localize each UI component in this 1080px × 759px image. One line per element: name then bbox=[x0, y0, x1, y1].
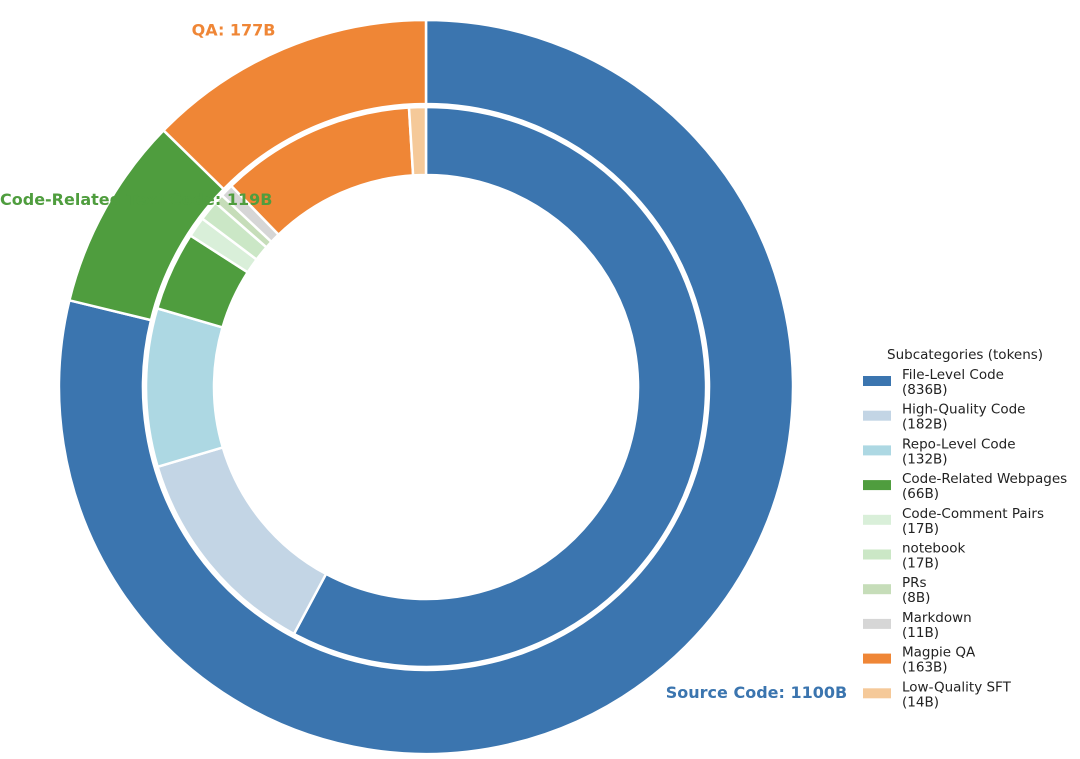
legend-label: Code-Comment Pairs bbox=[902, 506, 1044, 522]
legend-value: (182B) bbox=[902, 417, 948, 433]
legend-value: (836B) bbox=[902, 382, 948, 398]
legend-label: notebook bbox=[902, 541, 966, 557]
inner-slice-repo-level-code bbox=[144, 307, 225, 469]
legend-value: (8B) bbox=[902, 590, 930, 606]
outer-label-qa: QA: 177B bbox=[192, 20, 276, 39]
outer-slice-source-code bbox=[57, 18, 795, 756]
legend-swatch bbox=[863, 549, 891, 560]
legend-label: Code-Related Webpages bbox=[902, 471, 1067, 487]
legend-swatch bbox=[863, 514, 891, 525]
legend-title: Subcategories (tokens) bbox=[887, 347, 1043, 363]
legend-entry-code-comment-pairs: Code-Comment Pairs(17B) bbox=[863, 506, 1044, 537]
legend-value: (17B) bbox=[902, 521, 939, 537]
legend-entry-magpie-qa: Magpie QA(163B) bbox=[863, 645, 976, 676]
legend-entry-repo-level-code: Repo-Level Code(132B) bbox=[863, 436, 1016, 467]
legend-label: PRs bbox=[902, 575, 927, 591]
legend-swatch bbox=[863, 688, 891, 699]
legend-entry-notebook: notebook(17B) bbox=[863, 541, 966, 572]
legend-label: Repo-Level Code bbox=[902, 436, 1016, 452]
outer-label-code-related-text-code: Code-Related Text Code: 119B bbox=[0, 190, 272, 209]
legend-swatch bbox=[863, 480, 891, 491]
legend-label: Low-Quality SFT bbox=[902, 679, 1012, 695]
legend-value: (132B) bbox=[902, 451, 948, 467]
legend-entry-low-quality-sft: Low-Quality SFT(14B) bbox=[863, 679, 1012, 710]
outer-ring-labels: Source Code: 1100B Code-Related Text Code… bbox=[0, 20, 847, 702]
legend-swatch bbox=[863, 653, 891, 664]
legend: Subcategories (tokens) File-Level Code(8… bbox=[863, 347, 1067, 710]
legend-label: File-Level Code bbox=[902, 367, 1004, 383]
legend-entry-markdown: Markdown(11B) bbox=[863, 610, 972, 641]
legend-swatch bbox=[863, 584, 891, 595]
legend-label: Magpie QA bbox=[902, 645, 976, 661]
outer-ring bbox=[57, 18, 795, 756]
legend-entries: File-Level Code(836B)High-Quality Code(1… bbox=[863, 367, 1067, 710]
inner-ring bbox=[144, 105, 708, 669]
legend-swatch bbox=[863, 376, 891, 386]
legend-entry-code-related-webpages: Code-Related Webpages(66B) bbox=[863, 471, 1067, 502]
outer-label-source-code: Source Code: 1100B bbox=[666, 683, 847, 702]
legend-swatch bbox=[863, 618, 891, 629]
outer-slice-qa bbox=[162, 18, 428, 191]
inner-slice-file-level-code bbox=[292, 105, 708, 669]
legend-value: (163B) bbox=[902, 660, 948, 676]
legend-value: (66B) bbox=[902, 486, 939, 502]
legend-value: (11B) bbox=[902, 625, 939, 641]
legend-value: (14B) bbox=[902, 694, 939, 710]
legend-label: Markdown bbox=[902, 610, 972, 626]
legend-entry-high-quality-code: High-Quality Code(182B) bbox=[863, 402, 1025, 433]
legend-swatch bbox=[863, 445, 891, 456]
legend-swatch bbox=[863, 410, 891, 421]
inner-slice-low-quality-sft bbox=[407, 105, 428, 177]
legend-entry-prs: PRs(8B) bbox=[863, 575, 930, 606]
legend-entry-file-level-code: File-Level Code(836B) bbox=[863, 367, 1004, 398]
legend-value: (17B) bbox=[902, 556, 939, 572]
legend-label: High-Quality Code bbox=[902, 402, 1025, 418]
